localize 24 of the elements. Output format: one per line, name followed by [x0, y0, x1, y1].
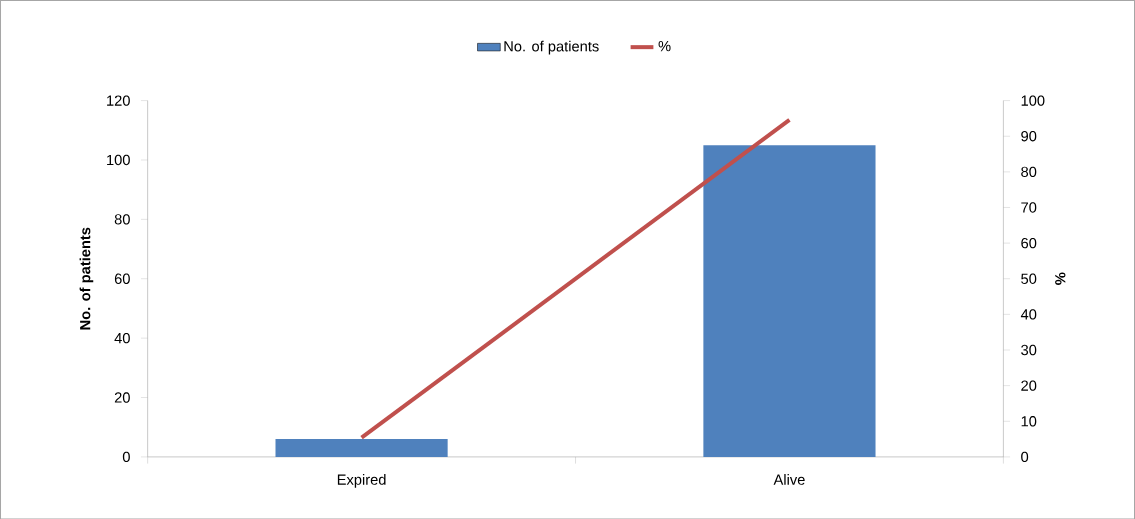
y-tick-label: 80	[114, 213, 130, 225]
x-tick-label: Expired	[337, 473, 386, 488]
y-tick-label: 100	[107, 154, 130, 165]
y2-tick-label: 40	[1020, 308, 1037, 320]
y2-axis-title: %	[1055, 272, 1066, 285]
y2-tick-label: 60	[1021, 237, 1037, 249]
y2-tick-label: 0	[1021, 451, 1029, 462]
y-tick-label: 60	[114, 273, 130, 284]
y-tick-label: 0	[122, 451, 130, 462]
y2-tick-label: 20	[1021, 380, 1037, 391]
y-tick-label: 20	[114, 392, 130, 403]
y-tick-label: 120	[107, 95, 130, 106]
legend-label: %	[658, 40, 671, 51]
y2-tick-label: 70	[1021, 202, 1037, 213]
y2-tick-label: 100	[1021, 95, 1045, 106]
y2-tick-label: 50	[1021, 273, 1037, 284]
y2-tick-label: 30	[1021, 344, 1037, 355]
legend-label: No. of patients	[504, 40, 599, 55]
x-tick-label: Alive	[773, 473, 805, 485]
y2-tick-label: 10	[1021, 415, 1037, 427]
y-axis-title: No. of patients	[79, 227, 94, 330]
y2-tick-label: 90	[1021, 130, 1037, 142]
y2-tick-label: 80	[1021, 166, 1037, 177]
y-tick-label: 40	[114, 332, 130, 344]
